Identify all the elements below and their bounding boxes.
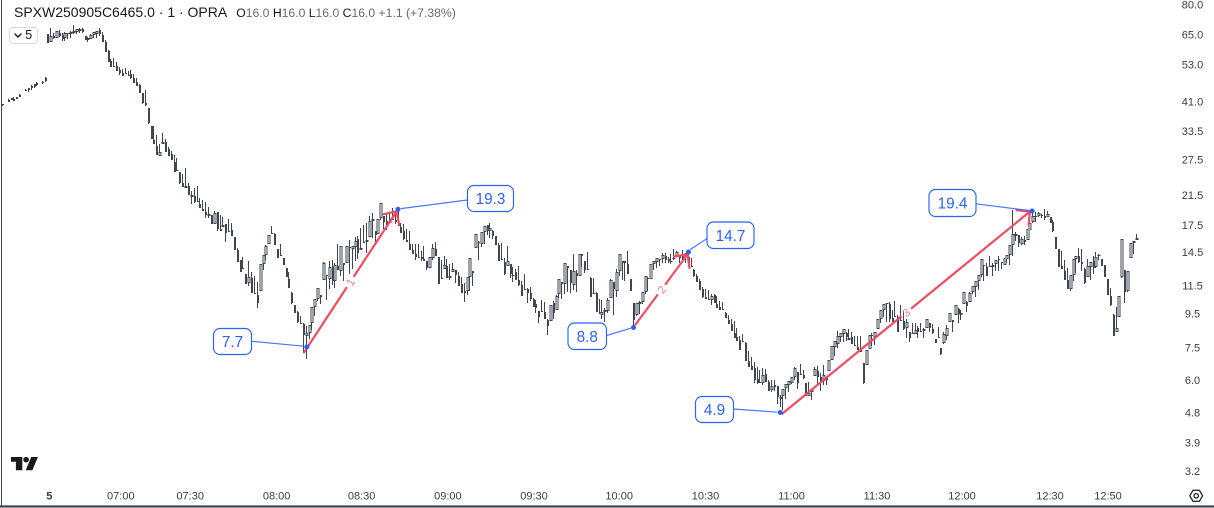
svg-text:3.9: 3.9: [1185, 437, 1200, 449]
svg-text:08:00: 08:00: [263, 490, 291, 502]
svg-text:6.0: 6.0: [1185, 375, 1200, 387]
svg-text:4.9: 4.9: [704, 402, 725, 419]
svg-text:10:00: 10:00: [605, 490, 633, 502]
svg-text:3.2: 3.2: [1185, 466, 1200, 478]
svg-text:53.0: 53.0: [1182, 59, 1203, 71]
svg-text:9.5: 9.5: [1185, 308, 1200, 320]
svg-text:12:30: 12:30: [1036, 490, 1064, 502]
svg-text:19.3: 19.3: [476, 191, 506, 208]
svg-text:08:30: 08:30: [348, 490, 376, 502]
svg-text:09:30: 09:30: [520, 490, 548, 502]
svg-text:09:00: 09:00: [434, 490, 462, 502]
svg-text:7.5: 7.5: [1185, 343, 1200, 355]
svg-text:27.5: 27.5: [1182, 154, 1203, 166]
svg-text:11:30: 11:30: [864, 490, 891, 502]
svg-text:11:00: 11:00: [778, 490, 805, 502]
svg-text:17.5: 17.5: [1182, 220, 1203, 232]
svg-text:65.0: 65.0: [1182, 30, 1203, 42]
svg-text:14.5: 14.5: [1182, 247, 1203, 259]
svg-text:14.7: 14.7: [716, 228, 746, 245]
svg-text:19.4: 19.4: [938, 196, 968, 213]
svg-text:5: 5: [46, 490, 52, 502]
svg-text:12:00: 12:00: [948, 490, 976, 502]
svg-text:10:30: 10:30: [692, 490, 720, 502]
svg-text:7.7: 7.7: [222, 334, 243, 351]
svg-text:12:50: 12:50: [1094, 490, 1122, 502]
svg-text:11.5: 11.5: [1182, 281, 1203, 293]
svg-text:07:00: 07:00: [107, 490, 135, 502]
svg-text:21.5: 21.5: [1182, 190, 1203, 202]
svg-text:07:30: 07:30: [176, 490, 204, 502]
svg-text:80.0: 80.0: [1182, 0, 1203, 12]
svg-text:8.8: 8.8: [577, 329, 598, 346]
svg-text:33.5: 33.5: [1182, 126, 1203, 138]
svg-text:1: 1: [344, 277, 358, 289]
svg-text:41.0: 41.0: [1182, 97, 1203, 109]
svg-text:4.8: 4.8: [1185, 407, 1200, 419]
